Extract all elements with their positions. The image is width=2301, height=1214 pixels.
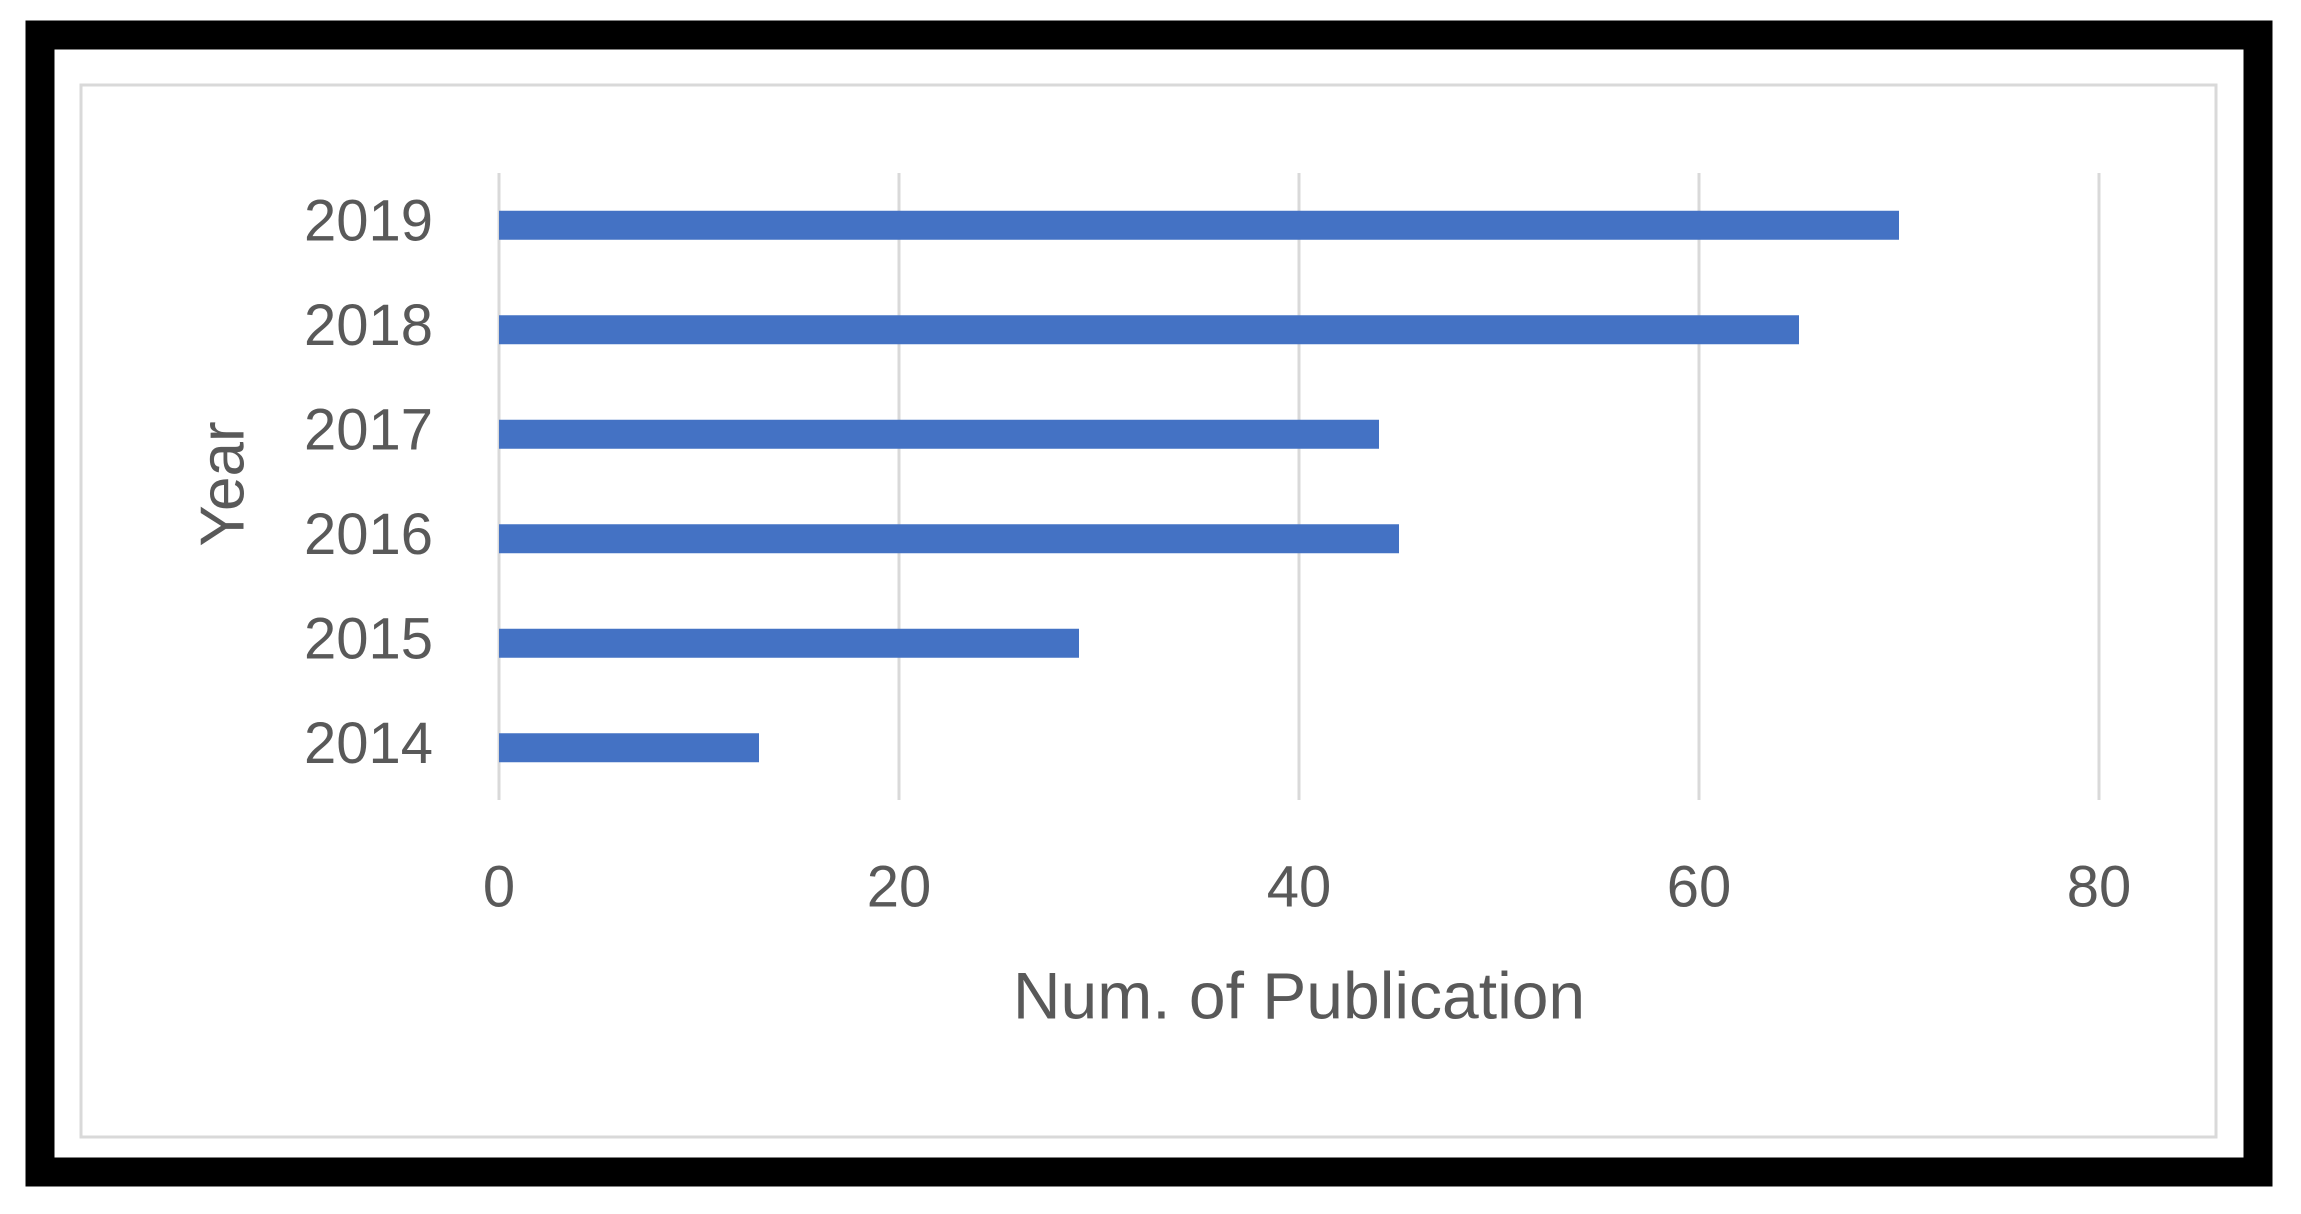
y-tick-label: 2016 [304,502,433,567]
x-tick-label: 60 [1667,854,1732,919]
x-tick-label: 20 [867,854,932,919]
bar [499,733,759,763]
y-tick-label: 2018 [304,293,433,358]
x-tick-label: 80 [2067,854,2132,919]
bar [499,524,1399,554]
y-tick-label: 2014 [304,711,433,776]
bars [499,210,1899,763]
y-tick-label: 2015 [304,607,433,672]
y-axis-title: Year [188,421,257,546]
bar [499,419,1379,449]
y-tick-label: 2019 [304,189,433,254]
bar [499,315,1799,345]
bar [499,210,1899,240]
bar [499,628,1079,658]
grid [497,173,2101,800]
x-axis-title: Num. of Publication [1013,958,1585,1032]
chart-area [79,83,2218,1139]
x-tick-label: 40 [1267,854,1332,919]
y-tick-label: 2017 [304,398,433,463]
x-tick-label: 0 [483,854,515,919]
